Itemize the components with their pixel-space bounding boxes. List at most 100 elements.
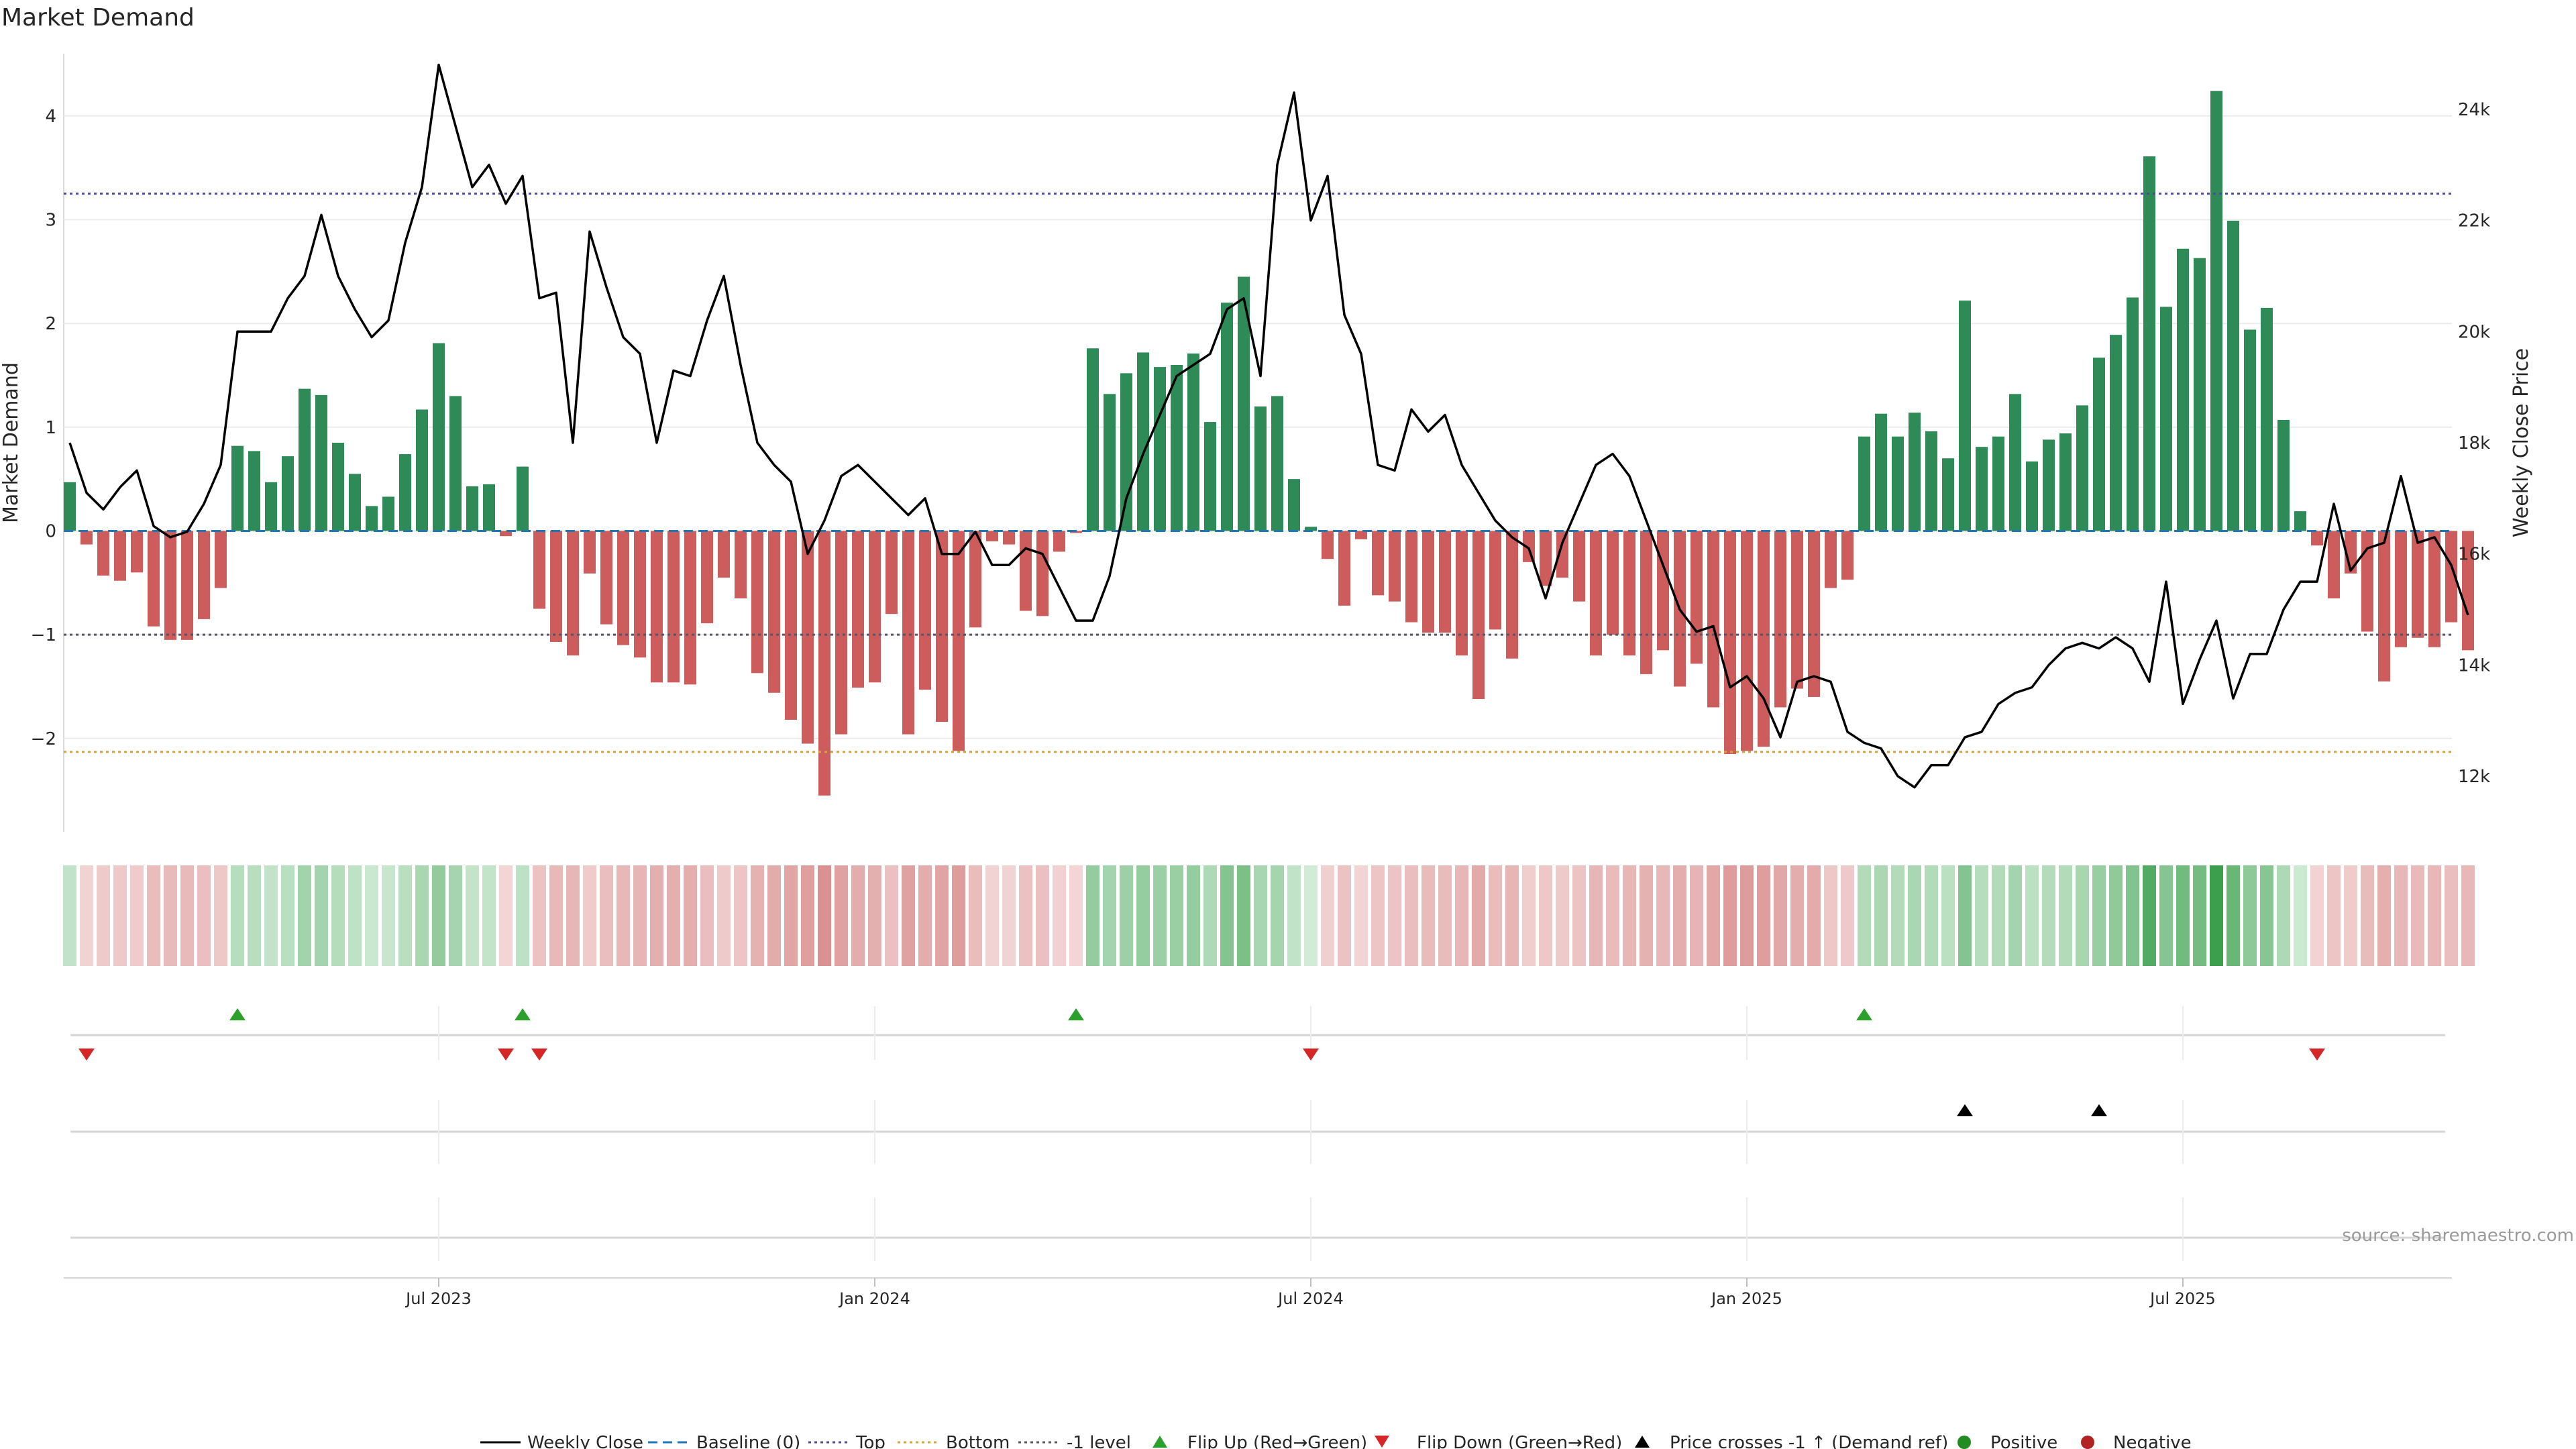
- demand-bar: [567, 531, 579, 656]
- heat-cell: [1438, 865, 1452, 966]
- heat-cell: [348, 865, 362, 966]
- y2-tick-label: 14k: [2458, 655, 2490, 676]
- demand-bar: [2445, 531, 2457, 623]
- demand-bar: [500, 531, 512, 537]
- demand-bar: [416, 409, 428, 531]
- demand-bar: [869, 531, 881, 683]
- demand-bar: [1623, 531, 1635, 656]
- y-tick-label: 3: [45, 210, 56, 230]
- heat-cell: [1925, 865, 1938, 966]
- demand-bar: [1070, 531, 1082, 533]
- demand-bar: [550, 531, 562, 642]
- heat-cell: [835, 865, 848, 966]
- heat-cell: [1354, 865, 1368, 966]
- heat-cell: [1321, 865, 1334, 966]
- demand-bar: [1120, 373, 1132, 531]
- heat-cell: [1338, 865, 1351, 966]
- heat-cell: [734, 865, 747, 966]
- legend-flip-up-icon: [1152, 1436, 1167, 1448]
- legend-bottom: Bottom: [946, 1433, 1010, 1449]
- demand-bar: [1640, 531, 1652, 674]
- heat-cell: [80, 865, 93, 966]
- demand-bar: [366, 506, 378, 531]
- heat-cell: [1891, 865, 1904, 966]
- demand-bar: [265, 482, 277, 531]
- heat-cell: [818, 865, 831, 966]
- legend-weekly-close: Weekly Close: [527, 1433, 643, 1449]
- demand-bar: [1238, 276, 1250, 531]
- heat-cell: [1623, 865, 1636, 966]
- y-axis-ticks: −2 −1 0 1 2 3 4: [31, 107, 56, 749]
- heat-cell: [1690, 865, 1703, 966]
- heat-cell: [868, 865, 881, 966]
- heat-cell: [650, 865, 663, 966]
- heat-cell: [985, 865, 999, 966]
- demand-bar: [600, 531, 612, 625]
- heat-cell: [1002, 865, 1016, 966]
- heat-cell: [1824, 865, 1837, 966]
- legend-flip-down: Flip Down (Green→Red): [1417, 1433, 1622, 1449]
- demand-bar: [2143, 156, 2155, 531]
- y2-tick-label: 24k: [2458, 100, 2490, 120]
- heat-cell: [2076, 865, 2089, 966]
- flip-down-marker: [78, 1049, 95, 1061]
- heat-cell: [432, 865, 445, 966]
- demand-bar: [2361, 531, 2373, 632]
- demand-bar: [1741, 531, 1753, 751]
- heat-cell: [1120, 865, 1133, 966]
- heat-cell: [616, 865, 630, 966]
- heat-cell: [1757, 865, 1770, 966]
- heat-cell: [2394, 865, 2408, 966]
- demand-bar: [248, 451, 260, 531]
- heat-cell: [365, 865, 378, 966]
- demand-bar: [2412, 531, 2424, 638]
- heat-cell: [1807, 865, 1821, 966]
- heat-cell: [2377, 865, 2391, 966]
- demand-bar: [969, 531, 981, 628]
- demand-bar: [131, 531, 143, 573]
- demand-bar: [2277, 419, 2290, 531]
- demand-bar: [902, 531, 914, 735]
- demand-bar: [1774, 531, 1786, 708]
- heat-cell: [1086, 865, 1099, 966]
- heat-cell: [315, 865, 328, 966]
- heat-cell: [2461, 865, 2475, 966]
- demand-bar: [1405, 531, 1417, 623]
- demand-bar: [1909, 413, 1921, 531]
- demand-bar: [2026, 461, 2038, 531]
- flip-up-marker: [229, 1008, 246, 1020]
- x-tick-label: Jul 2025: [2149, 1289, 2216, 1308]
- heat-cell: [969, 865, 982, 966]
- demand-bar: [1607, 531, 1619, 635]
- heat-cell: [2428, 865, 2441, 966]
- x-tick-label: Jul 2023: [405, 1289, 472, 1308]
- demand-heat-strip: [63, 865, 2475, 966]
- heat-cell: [449, 865, 462, 966]
- heat-cell: [2327, 865, 2341, 966]
- demand-bar: [617, 531, 629, 645]
- heat-cell: [281, 865, 294, 966]
- heat-cell: [801, 865, 814, 966]
- demand-bar: [1506, 531, 1518, 659]
- y2-tick-label: 16k: [2458, 545, 2490, 565]
- demand-bar: [735, 531, 747, 598]
- heat-cell: [63, 865, 76, 966]
- demand-bar: [2378, 531, 2390, 682]
- demand-bar: [1556, 531, 1568, 578]
- demand-bar: [483, 484, 495, 531]
- heat-cell: [1254, 865, 1267, 966]
- legend-price-crosses: Price crosses -1 ↑ (Demand ref): [1670, 1433, 1948, 1449]
- heat-cell: [130, 865, 144, 966]
- demand-bar: [1858, 436, 1870, 531]
- demand-bar: [852, 531, 864, 688]
- demand-bar: [1053, 531, 1065, 552]
- price-cross-marker: [1957, 1104, 1973, 1116]
- legend-baseline: Baseline (0): [696, 1433, 800, 1449]
- demand-bar: [1925, 431, 1937, 531]
- heat-cell: [1908, 865, 1921, 966]
- heat-cell: [1421, 865, 1435, 966]
- heat-cell: [767, 865, 781, 966]
- demand-bar: [1724, 531, 1736, 754]
- x-tick-label: Jul 2024: [1277, 1289, 1344, 1308]
- heat-cell: [113, 865, 127, 966]
